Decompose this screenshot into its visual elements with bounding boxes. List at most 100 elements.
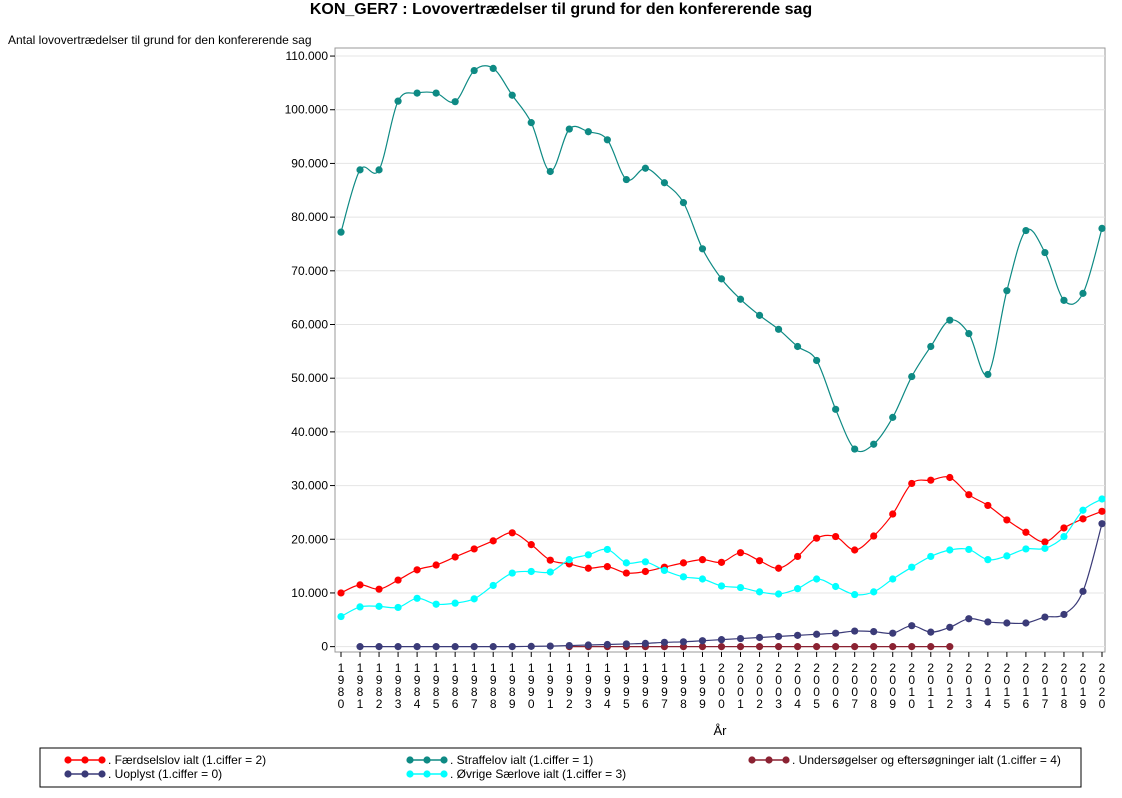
- data-point: [413, 89, 421, 97]
- data-point: [470, 595, 478, 603]
- data-point: [375, 643, 383, 651]
- data-point: [508, 529, 516, 537]
- data-point: [679, 559, 688, 567]
- data-point: [774, 590, 783, 598]
- legend-label: . Uoplyst (1.ciffer = 0): [108, 767, 222, 781]
- data-point: [889, 629, 897, 637]
- data-point: [356, 603, 364, 611]
- data-point: [736, 634, 745, 643]
- data-point: [546, 568, 554, 576]
- y-axis-label: Antal lovovertrædelser til grund for den…: [8, 33, 312, 47]
- data-point: [527, 541, 535, 549]
- legend-marker: [406, 770, 414, 778]
- data-point: [717, 643, 726, 651]
- data-point: [546, 167, 554, 176]
- data-point: [565, 125, 573, 133]
- y-tick-label: 30.000: [291, 479, 328, 493]
- data-point: [1098, 495, 1106, 503]
- data-point: [508, 643, 516, 651]
- data-point: [603, 563, 611, 571]
- data-point: [489, 537, 497, 545]
- data-point: [889, 510, 897, 518]
- data-point: [451, 553, 459, 561]
- data-point: [1098, 507, 1106, 515]
- data-point: [1098, 224, 1106, 232]
- data-point: [660, 638, 669, 646]
- data-point: [679, 638, 688, 646]
- data-point: [451, 643, 459, 651]
- data-point: [432, 643, 440, 651]
- data-point: [698, 643, 707, 651]
- data-point: [413, 643, 421, 651]
- data-point: [470, 66, 478, 75]
- data-point: [546, 556, 554, 564]
- data-point: [832, 405, 840, 413]
- data-point: [794, 631, 802, 639]
- data-point: [813, 630, 821, 638]
- y-tick-label: 110.000: [286, 49, 329, 63]
- data-point: [908, 372, 916, 381]
- data-point: [508, 91, 516, 99]
- legend-marker: [748, 756, 756, 764]
- data-point: [394, 576, 402, 584]
- data-point: [927, 476, 935, 484]
- data-point: [717, 636, 726, 644]
- data-point: [813, 643, 821, 651]
- y-tick-label: 60.000: [291, 317, 328, 331]
- data-point: [546, 642, 554, 650]
- data-point: [736, 583, 745, 592]
- legend-label: . Straffelov ialt (1.ciffer = 1): [450, 753, 593, 767]
- data-point: [870, 588, 878, 596]
- y-tick-label: 70.000: [291, 264, 328, 278]
- data-point: [603, 545, 611, 554]
- data-point: [851, 643, 859, 651]
- data-point: [927, 552, 935, 561]
- data-point: [337, 228, 345, 236]
- data-point: [774, 643, 783, 651]
- legend-box: [39, 747, 1082, 788]
- data-point: [641, 164, 650, 172]
- data-point: [432, 600, 440, 608]
- data-point: [356, 581, 364, 589]
- y-tick-label: 50.000: [291, 371, 328, 385]
- data-point: [736, 643, 745, 651]
- series-line: [340, 476, 1103, 594]
- data-point: [927, 342, 935, 351]
- data-point: [489, 643, 497, 651]
- data-point: [603, 136, 611, 144]
- data-point: [698, 556, 707, 564]
- data-point: [1041, 248, 1049, 257]
- data-point: [603, 640, 611, 649]
- y-tick-label: 100.000: [285, 103, 329, 117]
- data-point: [755, 633, 764, 642]
- data-point: [1060, 532, 1068, 541]
- data-point: [851, 445, 859, 453]
- y-tick-label: 90.000: [291, 156, 328, 170]
- y-tick-label: 0: [321, 640, 328, 654]
- data-point: [1022, 545, 1030, 553]
- data-point: [774, 632, 783, 641]
- legend-marker: [765, 756, 773, 764]
- data-point: [527, 119, 535, 127]
- legend-label: . Øvrige Særlove ialt (1.ciffer = 3): [450, 767, 626, 781]
- data-point: [813, 575, 821, 583]
- data-point: [851, 590, 859, 599]
